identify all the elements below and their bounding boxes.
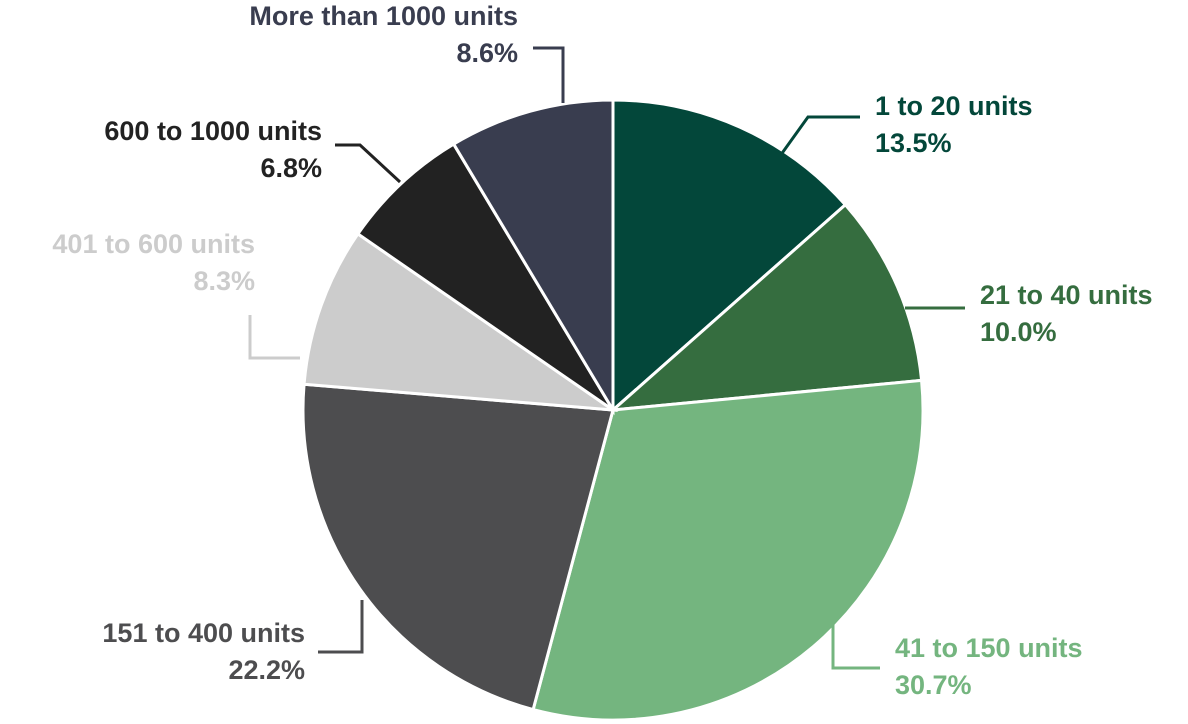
slice-value-label: 8.6% [456, 38, 518, 68]
slice-label: More than 1000 units [249, 1, 518, 31]
pie-slice [451, 98, 615, 416]
slice-label: 1 to 20 units [875, 91, 1033, 121]
pie-slice [301, 382, 615, 712]
pie-slice [355, 142, 615, 412]
slice-value-label: 30.7% [895, 670, 972, 700]
slice-label: 401 to 600 units [52, 229, 255, 259]
pie-slice [611, 98, 848, 414]
leader-line [533, 46, 565, 103]
slice-label: 41 to 150 units [895, 633, 1083, 663]
leader-line [335, 143, 402, 184]
slice-value-label: 8.3% [193, 266, 255, 296]
pie-slice [302, 231, 619, 412]
slice-value-label: 6.8% [260, 153, 322, 183]
slice-value-label: 10.0% [980, 317, 1057, 347]
slice-value-label: 13.5% [875, 128, 952, 158]
slice-value-label: 22.2% [228, 655, 305, 685]
leader-line [248, 315, 300, 360]
slice-label: 151 to 400 units [102, 618, 305, 648]
slice-label: 21 to 40 units [980, 280, 1153, 310]
pie-slice [608, 202, 924, 412]
pie-slice [531, 378, 925, 722]
leader-line [768, 115, 860, 171]
slice-label: 600 to 1000 units [104, 116, 322, 146]
leader-line [831, 600, 880, 670]
leader-line [318, 600, 364, 654]
